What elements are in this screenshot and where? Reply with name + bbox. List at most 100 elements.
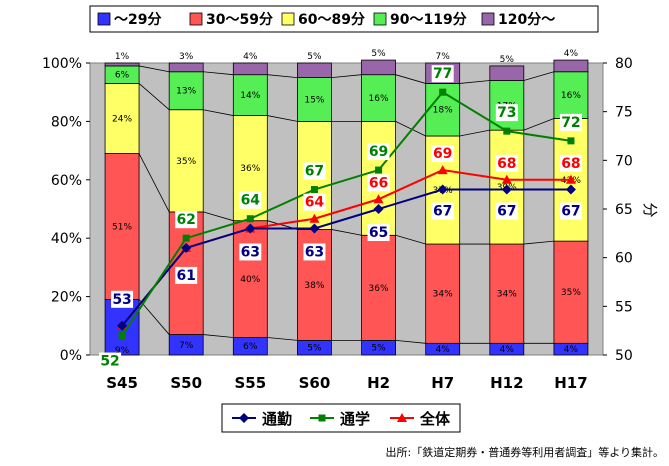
bar-segment-label: 4%	[564, 345, 579, 355]
line-marker	[182, 234, 190, 242]
line-marker	[375, 166, 383, 174]
legend-swatch	[281, 12, 295, 26]
bar-segment-label: 34%	[433, 290, 453, 300]
series-connector-line	[459, 80, 490, 84]
line-value-label: 66	[369, 175, 388, 191]
bar-segment	[104, 83, 140, 154]
x-tick-label: S50	[170, 374, 202, 392]
legend-label: 60～89分	[298, 12, 365, 28]
series-connector-line	[395, 340, 426, 344]
legend-line-label: 通勤	[262, 410, 292, 428]
line-marker	[117, 320, 128, 331]
bar-segment	[361, 234, 396, 341]
line-marker	[437, 184, 448, 195]
bar-segment-label: 16%	[369, 94, 389, 104]
legend-bottom-box	[221, 403, 461, 433]
line-value-label-bg	[367, 174, 390, 192]
series-connector-line	[395, 121, 426, 137]
legend-label: 30～59分	[206, 12, 273, 28]
legend-swatch	[373, 12, 387, 26]
line-value-label-bg	[495, 104, 518, 122]
series-connector-line	[523, 71, 555, 81]
line-value-label: 67	[433, 204, 452, 220]
source-note: 出所:「鉄道定期券・普通券等利用者調査」等より集計。	[386, 445, 664, 459]
line-marker	[246, 215, 254, 223]
bar-segment-label: 5%	[371, 49, 386, 59]
bar-segment-label: 4%	[500, 345, 515, 355]
x-tick-label: S55	[234, 374, 266, 392]
line-value-label-bg	[495, 154, 518, 172]
series-connector-line	[395, 234, 426, 245]
bar-segment-label: 18%	[433, 106, 453, 116]
legend-label: 90～119分	[390, 12, 467, 28]
bar-segment	[104, 153, 140, 300]
bar-segment	[297, 77, 332, 122]
line-marker	[239, 413, 249, 423]
bar-segment-label: 38%	[304, 281, 324, 291]
line-value-label: 53	[112, 292, 131, 308]
line-value-label: 63	[305, 244, 324, 260]
line-value-label-bg	[175, 211, 198, 229]
line-marker	[501, 174, 512, 184]
bar-segment	[489, 243, 525, 344]
line-value-label-bg	[431, 145, 454, 163]
line-value-label-bg	[431, 202, 454, 220]
bar-segment-label: 4%	[564, 49, 579, 59]
y-left-tick-label: 80%	[51, 114, 82, 130]
x-tick-label: H17	[554, 374, 587, 392]
bar-segment-label: 1%	[115, 52, 130, 62]
y-right-tick-label: 70	[615, 153, 633, 169]
bar-segment-label: 3%	[179, 52, 194, 62]
bar-segment-label: 7%	[179, 341, 194, 351]
bar-segment	[168, 62, 204, 73]
series-line	[121, 90, 572, 337]
bar-segment-label: 5%	[500, 55, 515, 65]
x-tick-label: S45	[106, 374, 138, 392]
line-value-label-bg	[99, 352, 122, 370]
series-connector-line	[138, 299, 170, 335]
line-value-label: 77	[433, 66, 452, 82]
line-value-label-bg	[367, 224, 390, 241]
line-value-label: 64	[305, 195, 325, 211]
line-marker	[501, 184, 512, 195]
series-connector-line	[203, 334, 234, 338]
legend-label: ～29分	[114, 12, 161, 28]
bar-segment	[361, 74, 396, 122]
bar-segment-label: 7%	[436, 52, 451, 62]
legend-top: ～29分 30～59分 60～89分 90～119分 120分～	[89, 5, 599, 33]
x-tick-label: H7	[431, 374, 454, 392]
line-value-label-bg	[367, 143, 390, 161]
bar-segment	[553, 71, 589, 119]
line-marker	[439, 88, 447, 96]
line-marker	[118, 332, 126, 340]
series-connector-line	[203, 211, 234, 222]
y-right-tick-label: 65	[615, 202, 633, 218]
bar-segment-label: 34%	[497, 290, 517, 300]
bar-segment-label: 5%	[307, 52, 322, 62]
line-value-label-bg	[175, 266, 198, 284]
y-right-tick-label: 55	[615, 299, 633, 315]
bar-segment	[361, 59, 396, 76]
line-value-label-bg	[239, 243, 262, 261]
line-value-label: 72	[561, 115, 580, 131]
bar-segment-label: 15%	[304, 96, 324, 106]
series-connector-line	[138, 153, 170, 213]
bar-segment-label: 36%	[240, 164, 260, 174]
bar-segment	[232, 62, 268, 76]
line-value-label-bg	[495, 202, 518, 220]
line-marker	[567, 137, 575, 145]
y-right-tick-label: 80	[615, 56, 633, 72]
line-value-label-bg	[559, 113, 582, 131]
line-value-label: 63	[241, 244, 260, 260]
y-left-tick-label: 40%	[51, 231, 82, 247]
line-marker	[373, 204, 384, 214]
series-connector-line	[459, 129, 490, 137]
bar-segment	[553, 59, 589, 73]
legend-line-label: 通学	[340, 410, 370, 428]
y-left-tick-label: 100%	[42, 56, 82, 72]
line-value-label: 68	[561, 156, 580, 172]
series-connector-line	[138, 65, 170, 73]
bar-segment-label: 9%	[115, 346, 130, 356]
